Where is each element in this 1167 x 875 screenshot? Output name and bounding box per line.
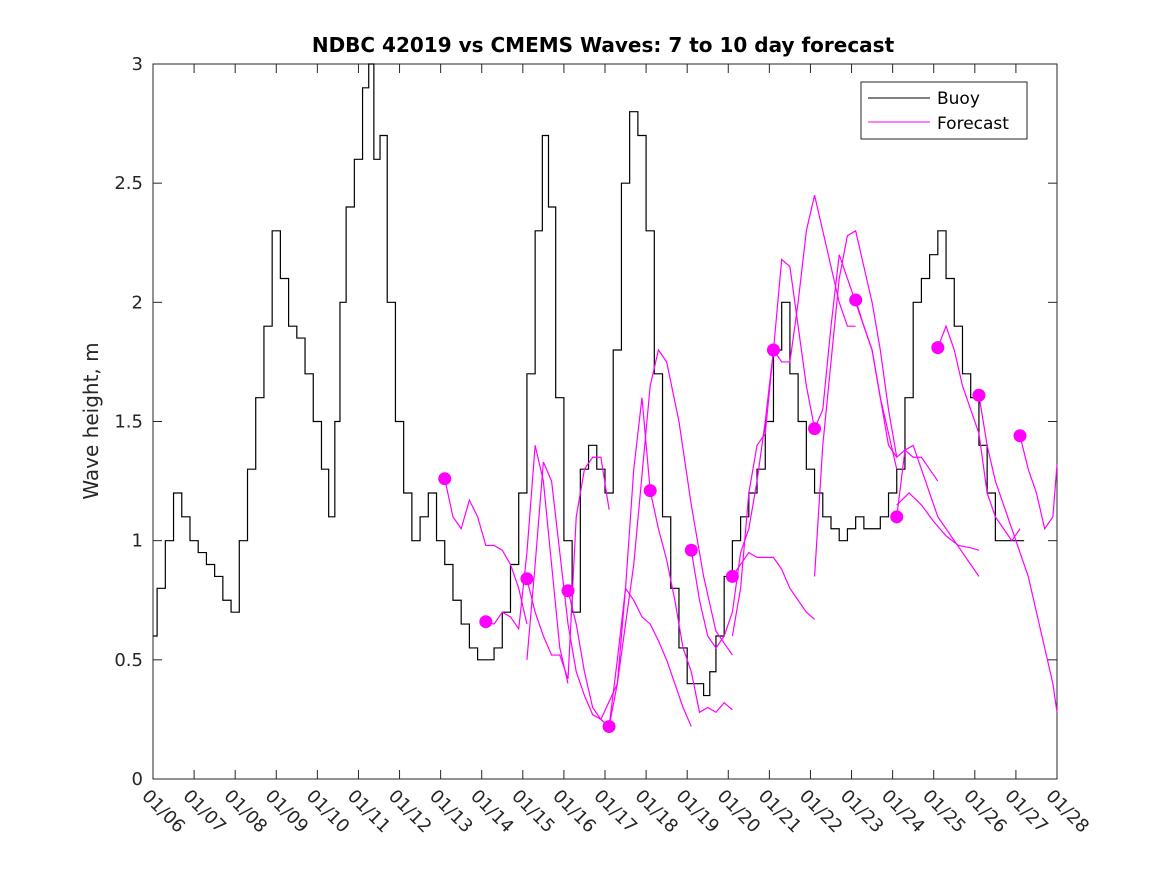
forecast-marker xyxy=(684,543,698,557)
forecast-marker xyxy=(890,510,904,524)
series-line-forecast xyxy=(444,478,528,625)
series-line-forecast xyxy=(600,348,733,720)
y-tick-label: 3 xyxy=(132,54,143,75)
y-tick-label: 0 xyxy=(132,769,143,790)
series-line-forecast xyxy=(649,490,733,714)
series-line-forecast xyxy=(608,586,692,727)
y-tick-label: 0.5 xyxy=(114,650,143,671)
series-line-forecast xyxy=(855,299,939,482)
series-line-forecast xyxy=(772,194,856,363)
series-line-forecast xyxy=(937,324,1021,542)
y-axis-label: Wave height, m xyxy=(79,342,103,499)
forecast-marker xyxy=(849,293,863,307)
y-tick-label: 2.5 xyxy=(114,173,143,194)
forecast-marker xyxy=(438,472,452,486)
series-line-forecast xyxy=(690,349,775,649)
forecast-marker xyxy=(972,388,986,402)
forecast-marker xyxy=(602,720,616,734)
y-tick-label: 2 xyxy=(132,292,143,313)
y-axis-ticks xyxy=(153,63,1057,780)
x-axis-ticks xyxy=(152,64,1058,779)
forecast-marker xyxy=(561,584,575,598)
series-line-forecast xyxy=(526,461,610,728)
series-line-forecast xyxy=(485,445,569,684)
series-line-forecast xyxy=(896,444,980,577)
series-line-forecast xyxy=(526,456,610,680)
y-axis-tick-labels: 0 0.5 1 1.5 2 2.5 3 xyxy=(114,54,143,790)
forecast-marker xyxy=(520,572,534,586)
y-tick-label: 1 xyxy=(132,531,143,552)
series-line-forecast xyxy=(978,395,1058,713)
forecast-marker xyxy=(808,422,822,436)
series-line-forecast xyxy=(813,229,898,577)
legend-box xyxy=(860,81,1028,140)
forecast-marker xyxy=(725,569,739,583)
forecast-marker xyxy=(479,615,493,629)
series-line-buoy xyxy=(153,63,1025,697)
legend-label-buoy: Buoy xyxy=(937,89,980,109)
y-tick-label: 1.5 xyxy=(114,412,143,433)
legend: Buoy Forecast xyxy=(860,81,1028,140)
forecast-marker xyxy=(931,341,945,355)
legend-label-forecast: Forecast xyxy=(937,114,1009,134)
forecast-marker xyxy=(766,343,780,357)
chart-title: NDBC 42019 vs CMEMS Waves: 7 to 10 day f… xyxy=(312,33,895,57)
plot-area xyxy=(152,63,1058,780)
series-line-forecast xyxy=(1019,435,1058,531)
series-line-forecast xyxy=(896,492,980,551)
series-layer xyxy=(153,63,1058,734)
series-line-forecast xyxy=(731,551,815,620)
forecast-marker xyxy=(643,484,657,498)
forecast-marker xyxy=(1013,429,1027,443)
